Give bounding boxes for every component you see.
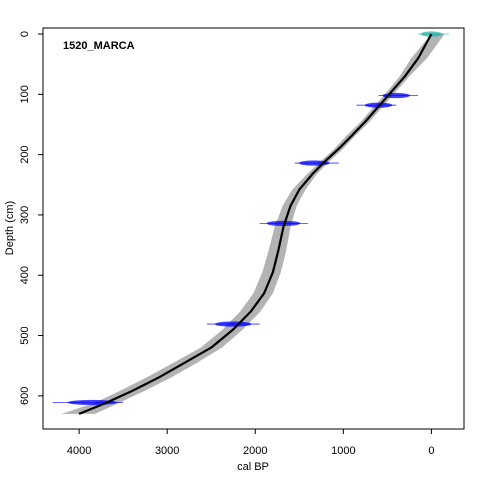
x-axis-title: cal BP <box>237 461 269 473</box>
y-tick-label: 0 <box>19 31 31 37</box>
axes: 4000 3000 2000 1000 0 0 100 200 300 400 500 600 <box>19 31 434 457</box>
age-depth-line <box>78 33 433 415</box>
uncertainty-band <box>61 34 445 414</box>
x-tick-label: 3000 <box>155 445 179 457</box>
date-density <box>214 321 252 327</box>
plot-area <box>52 31 450 415</box>
x-tick-label: 2000 <box>243 445 267 457</box>
x-tick-label: 0 <box>428 445 434 457</box>
plot-frame <box>42 27 465 430</box>
y-tick-label: 100 <box>19 85 31 103</box>
y-tick-label: 600 <box>19 387 31 405</box>
chart-title: 1520_MARCA <box>63 40 135 52</box>
date-marker-5 <box>206 321 260 327</box>
x-tick-label: 4000 <box>67 445 91 457</box>
date-density <box>266 220 301 226</box>
x-tick-label: 1000 <box>331 445 355 457</box>
y-tick-label: 200 <box>19 145 31 163</box>
y-axis-title: Depth (cm) <box>4 201 16 255</box>
y-tick-label: 300 <box>19 206 31 224</box>
date-marker-3 <box>294 160 339 166</box>
y-tick-label: 400 <box>19 266 31 284</box>
date-marker-2 <box>356 102 397 108</box>
date-marker-0 <box>418 31 450 37</box>
y-tick-label: 500 <box>19 326 31 344</box>
